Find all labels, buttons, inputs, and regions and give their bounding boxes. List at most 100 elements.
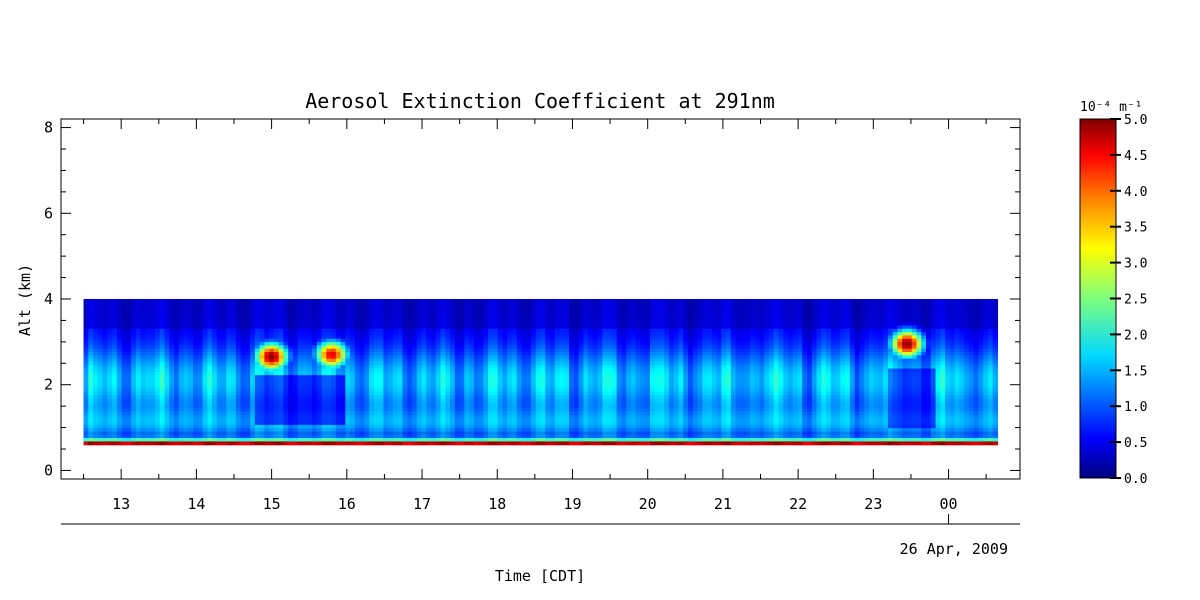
heatmap-cell — [621, 315, 627, 320]
heatmap-cell — [459, 408, 465, 413]
heatmap-cell — [331, 424, 337, 429]
heatmap-cell — [459, 318, 465, 323]
heatmap-cell — [331, 302, 337, 307]
heatmap-cell — [254, 322, 261, 327]
heatmap-cell — [359, 351, 365, 356]
heatmap-cell — [269, 424, 275, 429]
heatmap-cell — [316, 431, 323, 436]
heatmap-cell — [326, 318, 332, 323]
heatmap-cell — [554, 438, 561, 442]
heatmap-cell — [159, 424, 166, 429]
heatmap-cell — [469, 368, 475, 373]
heatmap-cell — [573, 351, 580, 356]
heatmap-cell — [435, 434, 442, 439]
heatmap-cell — [440, 434, 446, 439]
heatmap-cell — [383, 338, 389, 343]
heatmap-cell — [183, 325, 189, 330]
heatmap-cell — [235, 395, 242, 399]
heatmap-cell — [588, 381, 594, 386]
heatmap-cell — [231, 438, 237, 442]
heatmap-cell — [197, 308, 204, 313]
heatmap-cell — [216, 411, 223, 416]
heatmap-cell — [602, 305, 608, 310]
heatmap-cell — [107, 421, 113, 426]
heatmap-cell — [397, 388, 404, 393]
heatmap-cell — [464, 368, 470, 373]
heatmap-cell — [316, 398, 323, 403]
heatmap-cell — [283, 342, 289, 346]
heatmap-cell — [511, 391, 518, 396]
heatmap-cell — [364, 355, 370, 360]
heatmap-cell — [131, 332, 137, 337]
heatmap-cell — [297, 395, 304, 399]
heatmap-cell — [373, 391, 380, 396]
heatmap-cell — [507, 335, 513, 340]
heatmap-cell — [150, 318, 156, 323]
heatmap-cell — [97, 305, 104, 310]
heatmap-cell — [383, 322, 389, 327]
heatmap-cell — [145, 378, 151, 383]
heatmap-cell — [235, 318, 242, 323]
heatmap-cell — [431, 421, 437, 426]
heatmap-cell — [545, 411, 551, 416]
heatmap-cell — [554, 335, 561, 340]
heatmap-cell — [388, 315, 394, 320]
heatmap-cell — [288, 355, 294, 360]
heatmap-cell — [369, 418, 375, 423]
heatmap-cell — [564, 395, 570, 399]
heatmap-cell — [207, 322, 213, 327]
heatmap-cell — [207, 305, 213, 310]
heatmap-cell — [183, 302, 189, 307]
heatmap-cell — [473, 365, 480, 370]
heatmap-cell — [583, 302, 589, 307]
heatmap-cell — [459, 421, 465, 426]
heatmap-cell — [583, 441, 589, 446]
heatmap-cell — [150, 441, 156, 446]
heatmap-cell — [421, 368, 427, 373]
heatmap-cell — [511, 414, 518, 419]
heatmap-cell — [345, 414, 351, 419]
heatmap-cell — [193, 365, 199, 370]
heatmap-cell — [454, 322, 461, 327]
heatmap-cell — [259, 381, 266, 386]
heatmap-cell — [202, 325, 208, 330]
heatmap-cell — [373, 401, 380, 406]
heatmap-cell — [307, 365, 313, 370]
heatmap-cell — [193, 438, 199, 442]
heatmap-cell — [507, 404, 513, 409]
heatmap-cell — [97, 391, 104, 396]
heatmap-cell — [583, 414, 589, 419]
heatmap-cell — [364, 418, 370, 423]
heatmap-cell — [540, 385, 546, 390]
heatmap-cell — [516, 305, 523, 310]
heatmap-cell — [140, 438, 147, 442]
heatmap-cell — [131, 322, 137, 327]
heatmap-cell — [135, 368, 142, 373]
heatmap-cell — [88, 421, 94, 426]
heatmap-cell — [154, 315, 161, 320]
heatmap-cell — [573, 424, 580, 429]
heatmap-cell — [373, 371, 380, 376]
heatmap-cell — [226, 345, 232, 350]
heatmap-cell — [316, 368, 323, 373]
heatmap-cell — [221, 345, 227, 350]
heatmap-cell — [174, 325, 180, 330]
heatmap-cell — [126, 335, 132, 340]
heatmap-cell — [202, 368, 208, 373]
heatmap-cell — [292, 398, 299, 403]
heatmap-cell — [140, 368, 147, 373]
heatmap-cell — [273, 424, 280, 429]
heatmap-cell — [102, 342, 108, 346]
heatmap-cell — [397, 411, 404, 416]
heatmap-cell — [159, 438, 166, 442]
heatmap-cell — [511, 385, 518, 390]
heatmap-cell — [530, 308, 537, 313]
heatmap-cell — [364, 424, 370, 429]
heatmap-cell — [464, 299, 470, 303]
heatmap-cell — [597, 414, 603, 419]
heatmap-cell — [297, 338, 304, 343]
heatmap-cell — [559, 342, 565, 346]
heatmap-cell — [226, 418, 232, 423]
heatmap-cell — [297, 302, 304, 307]
heatmap-cell — [250, 395, 256, 399]
